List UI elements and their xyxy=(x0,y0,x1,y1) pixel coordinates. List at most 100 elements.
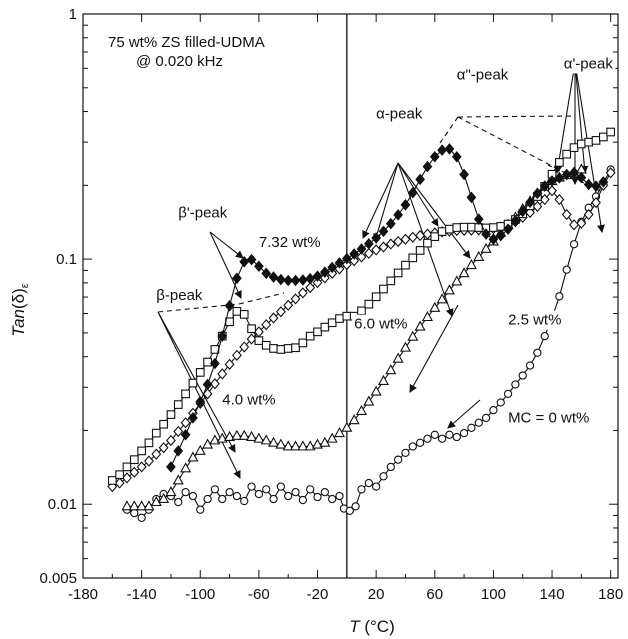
peak-arrow xyxy=(209,231,242,299)
data-point xyxy=(305,331,315,341)
data-point xyxy=(348,414,360,425)
dashed-connector xyxy=(439,116,459,144)
data-point xyxy=(187,451,199,462)
annotation-bg xyxy=(352,314,410,334)
annotation-bg xyxy=(154,286,205,306)
data-point xyxy=(415,246,425,255)
data-point xyxy=(224,300,235,312)
data-point xyxy=(194,444,206,455)
data-point xyxy=(283,344,293,353)
data-point xyxy=(275,438,287,449)
data-point xyxy=(260,434,272,445)
data-point xyxy=(130,508,139,518)
data-point xyxy=(128,500,140,511)
y-axis-title: Tan(δ)ε xyxy=(9,283,31,337)
data-series xyxy=(107,127,616,522)
data-point xyxy=(547,185,557,197)
data-point xyxy=(261,267,272,280)
data-point xyxy=(355,404,368,415)
data-point xyxy=(591,136,601,145)
data-point xyxy=(188,412,198,424)
data-point xyxy=(327,318,337,328)
data-point xyxy=(166,461,176,473)
data-point xyxy=(583,208,594,221)
chart-subtitle: @ 0.020 kHz xyxy=(136,53,223,70)
data-point xyxy=(385,217,396,230)
data-point xyxy=(554,172,565,184)
data-point xyxy=(371,244,382,256)
x-tick-label: 180 xyxy=(598,586,623,603)
data-point xyxy=(158,492,170,503)
data-point xyxy=(356,243,367,255)
data-point xyxy=(372,482,381,491)
data-point xyxy=(276,345,286,354)
data-point xyxy=(357,485,366,494)
data-point xyxy=(290,293,301,305)
data-point xyxy=(547,175,557,187)
data-point xyxy=(422,160,433,173)
data-point xyxy=(158,442,169,454)
annotation-label: α'-peak xyxy=(564,55,614,72)
data-point xyxy=(437,434,447,443)
annotation-label: 6.0 wt% xyxy=(354,316,407,333)
y-tick-label: 1 xyxy=(69,6,77,23)
annotation-bg xyxy=(176,203,230,223)
data-point xyxy=(496,398,505,407)
data-point xyxy=(408,253,418,263)
data-point xyxy=(196,505,205,514)
data-point xyxy=(583,178,594,191)
annotation-label: α"-peak xyxy=(457,67,509,84)
data-point xyxy=(525,196,535,209)
dashed-connector xyxy=(457,115,574,118)
data-point xyxy=(334,257,345,269)
data-point xyxy=(159,419,168,429)
data-point xyxy=(473,213,484,225)
data-point xyxy=(232,491,242,501)
data-point xyxy=(253,432,265,443)
data-point xyxy=(430,430,439,439)
data-point xyxy=(605,167,616,179)
data-point xyxy=(569,240,579,249)
data-point xyxy=(290,440,302,451)
data-point xyxy=(503,223,513,235)
data-point xyxy=(210,485,220,494)
data-point xyxy=(363,395,375,406)
x-tick-label: -140 xyxy=(127,586,157,603)
data-point xyxy=(283,274,294,287)
x-tick-label: -180 xyxy=(68,586,98,603)
data-point xyxy=(349,255,360,267)
data-point xyxy=(275,306,286,318)
data-point xyxy=(181,488,190,497)
data-point xyxy=(606,127,616,137)
data-point xyxy=(345,506,354,515)
data-point xyxy=(423,434,432,443)
data-point xyxy=(165,486,177,497)
peak-arrow xyxy=(157,311,241,479)
data-point xyxy=(458,267,470,278)
annotation-bg xyxy=(506,408,592,428)
data-point xyxy=(385,364,397,375)
data-point xyxy=(180,428,191,441)
data-point xyxy=(312,270,323,282)
x-tick-label: 100 xyxy=(481,586,506,603)
data-point xyxy=(451,275,463,286)
series-4 xyxy=(166,143,609,473)
data-point xyxy=(305,281,316,294)
annotation-label: 2.5 wt% xyxy=(508,312,561,329)
data-point xyxy=(540,331,549,341)
data-point xyxy=(261,340,271,350)
data-point xyxy=(481,228,491,240)
y-tick-label: 0.1 xyxy=(56,251,77,268)
x-tick-label: 140 xyxy=(540,586,565,603)
data-point xyxy=(576,217,587,229)
x-tick-label: 60 xyxy=(426,586,443,603)
data-point xyxy=(180,417,191,429)
data-point xyxy=(562,149,572,159)
data-point xyxy=(392,352,404,363)
axis-ticks: -180 -140 -100 -60 -20 20 60 100 140 180 0.005 0.01… xyxy=(39,6,623,603)
data-point xyxy=(333,426,346,438)
data-point xyxy=(532,187,543,200)
data-point xyxy=(510,214,521,227)
